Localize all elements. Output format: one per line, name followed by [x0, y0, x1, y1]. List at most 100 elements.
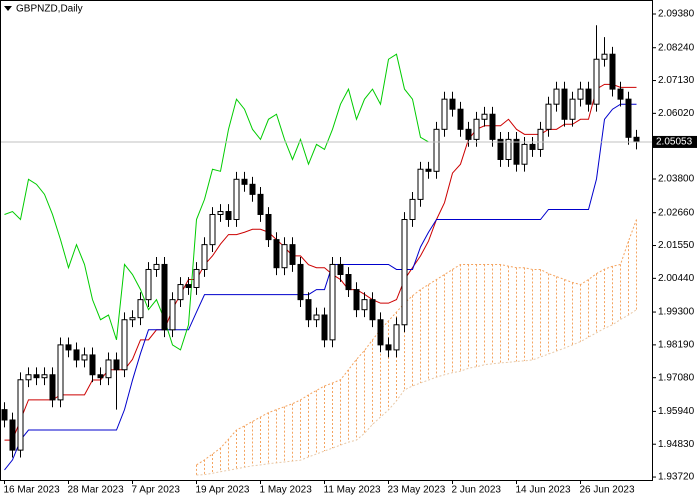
candle-body	[561, 88, 568, 120]
x-tick-label: 14 Jun 2023	[516, 485, 571, 496]
candle-body	[289, 244, 296, 265]
candle-body	[193, 268, 200, 289]
candle-body	[9, 419, 16, 451]
x-tick-label: 1 May 2023	[260, 485, 313, 496]
candle-body	[105, 359, 112, 379]
candle-body	[217, 211, 224, 215]
candle-body	[633, 136, 640, 143]
candle-body	[249, 183, 256, 195]
y-tick-label: 1.94830	[658, 439, 695, 450]
candle-body	[609, 53, 616, 90]
candle-body	[225, 211, 232, 221]
candle-body	[521, 143, 528, 165]
candle-body	[41, 374, 48, 379]
y-tick-label: 2.09380	[658, 9, 695, 20]
candle-body	[369, 299, 376, 321]
candle-body	[545, 103, 552, 130]
symbol-menu-icon[interactable]	[4, 6, 12, 11]
y-tick-label: 1.97080	[658, 372, 695, 383]
candle-body	[481, 113, 488, 120]
candle-body	[233, 178, 240, 221]
candle-body	[153, 263, 160, 270]
candle-body	[497, 138, 504, 160]
price-label: 2.05053	[656, 137, 693, 148]
y-tick-label: 1.93720	[658, 472, 695, 483]
candle-body	[161, 263, 168, 331]
candle-body	[537, 128, 544, 150]
candle-body	[121, 319, 128, 371]
y-tick-label: 2.03800	[658, 174, 695, 185]
candle-body	[425, 168, 432, 172]
price-label-box	[653, 135, 697, 148]
candle-body	[177, 284, 184, 301]
candle-body	[401, 219, 408, 326]
candle-body	[417, 168, 424, 200]
candle-body	[529, 143, 536, 150]
indicator-line	[4, 53, 429, 351]
x-tick-label: 28 Mar 2023	[68, 485, 125, 496]
candle-body	[145, 268, 152, 301]
x-tick-label: 2 Jun 2023	[452, 485, 502, 496]
candle-body	[601, 53, 608, 60]
candle-body	[577, 88, 584, 100]
candle-body	[297, 263, 304, 301]
candle-body	[593, 58, 600, 105]
candle-body	[585, 88, 592, 105]
candle-body	[129, 317, 136, 321]
candle-body	[377, 319, 384, 346]
indicator-line	[4, 103, 637, 471]
candle-body	[1, 409, 8, 421]
candle-body	[33, 374, 40, 379]
candle-body	[201, 244, 208, 270]
axis-layer: 2.09380 2.08240 2.07130 2.06020 2.03800 2.026…	[0, 9, 697, 496]
candle-body	[81, 354, 88, 361]
y-tick-label: 2.00440	[658, 273, 695, 284]
candle-body	[49, 374, 56, 401]
candle-body	[89, 354, 96, 376]
candle-body	[433, 128, 440, 172]
candle-body	[457, 108, 464, 130]
candle-body	[385, 344, 392, 351]
y-tick-label: 2.01550	[658, 240, 695, 251]
candle-body	[113, 359, 120, 371]
y-tick-label: 1.95940	[658, 406, 695, 417]
y-tick-label: 2.07130	[658, 75, 695, 86]
candle-body	[353, 289, 360, 311]
candle-body	[241, 178, 248, 185]
candle-body	[265, 213, 272, 241]
candle-body	[505, 138, 512, 160]
candle-body	[97, 374, 104, 379]
x-tick-label: 19 Apr 2023	[196, 485, 250, 496]
candle-body	[329, 263, 336, 341]
x-tick-label: 11 May 2023	[324, 485, 382, 496]
candle-body	[409, 198, 416, 221]
candle-body	[73, 349, 80, 361]
candle-body	[513, 138, 520, 165]
candle-body	[137, 299, 144, 319]
candle-body	[489, 113, 496, 140]
candle-body	[305, 299, 312, 321]
candle-body	[449, 98, 456, 110]
x-tick-label: 16 Mar 2023	[4, 485, 61, 496]
y-tick-label: 2.06020	[658, 108, 695, 119]
candle-body	[169, 299, 176, 331]
chart-title: GBPNZD,Daily	[16, 4, 83, 15]
candle-body	[553, 88, 560, 105]
candle-body	[209, 213, 216, 246]
candle-body	[361, 299, 368, 311]
plot-frame	[0, 0, 653, 481]
candle-body	[393, 324, 400, 351]
candle-body	[337, 263, 344, 276]
candle-layer	[1, 25, 640, 458]
candle-body	[313, 314, 320, 321]
y-tick-label: 1.98190	[658, 340, 695, 351]
candle-body	[17, 379, 24, 451]
candle-body	[65, 344, 72, 351]
y-tick-label: 2.08240	[658, 42, 695, 53]
indicator-line	[196, 219, 637, 466]
x-tick-label: 26 Jun 2023	[580, 485, 635, 496]
candle-body	[625, 98, 632, 138]
candle-body	[25, 374, 32, 381]
x-tick-label: 7 Apr 2023	[132, 485, 181, 496]
